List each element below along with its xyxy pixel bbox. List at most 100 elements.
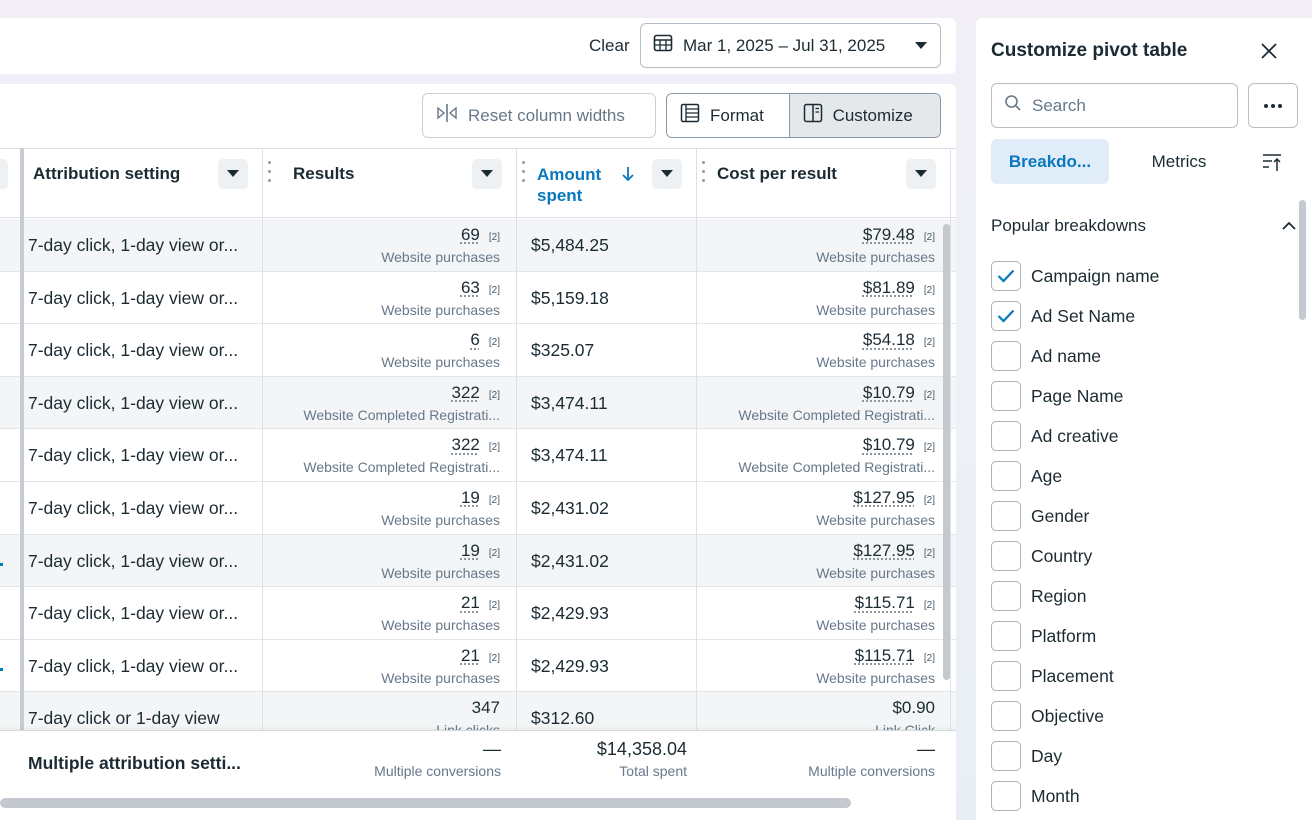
results-value[interactable]: 322 — [451, 382, 480, 402]
results-value[interactable]: 19 — [460, 487, 480, 507]
breakdown-option[interactable]: Platform — [991, 616, 1159, 656]
checkbox[interactable] — [991, 301, 1021, 331]
checkbox[interactable] — [991, 581, 1021, 611]
reset-column-widths-button[interactable]: Reset column widths — [422, 93, 656, 138]
attribution-badge[interactable]: [2] — [923, 337, 935, 349]
sort-descending-icon[interactable] — [621, 166, 635, 187]
attribution-badge[interactable]: [2] — [488, 232, 500, 243]
header-attribution-setting[interactable]: Attribution setting — [24, 149, 262, 218]
table-row[interactable]: 7-day click, 1-day view or... 21 [2] Webs… — [0, 640, 956, 693]
attribution-badge[interactable]: [2] — [923, 600, 935, 612]
tab-breakdowns[interactable]: Breakdo... — [991, 139, 1109, 184]
attribution-badge[interactable]: [2] — [923, 547, 935, 559]
cpr-value[interactable]: $0.90 — [892, 698, 935, 718]
cpr-value-wrap[interactable]: $81.89 [2] — [863, 278, 935, 298]
horizontal-scrollbar[interactable] — [0, 798, 851, 808]
table-row[interactable]: 7-day click, 1-day view or... 6 [2] Websi… — [0, 324, 956, 377]
panel-scrollbar[interactable] — [1299, 200, 1306, 320]
checkbox[interactable] — [991, 261, 1021, 291]
breakdown-option[interactable]: Placement — [991, 656, 1159, 696]
attribution-badge[interactable]: [2] — [488, 284, 500, 296]
cpr-value[interactable]: $10.79 — [862, 435, 915, 455]
attribution-badge[interactable]: [2] — [488, 547, 500, 559]
checkbox[interactable] — [991, 341, 1021, 371]
cpr-value-wrap[interactable]: $127.95 [2] — [853, 541, 935, 561]
results-value-wrap[interactable]: 63 [2] — [461, 278, 500, 298]
results-value[interactable]: 347 — [471, 698, 500, 718]
attribution-badge[interactable]: [2] — [488, 337, 500, 349]
checkbox[interactable] — [991, 661, 1021, 691]
cpr-value[interactable]: $115.71 — [854, 645, 915, 665]
results-value[interactable]: 69 — [460, 225, 480, 244]
checkbox[interactable] — [991, 741, 1021, 771]
cpr-value[interactable]: $115.71 — [854, 593, 915, 613]
checkbox[interactable] — [991, 541, 1021, 571]
attribution-badge[interactable]: [2] — [488, 442, 500, 454]
header-results[interactable]: Results — [263, 149, 516, 218]
sort-icon[interactable] — [1261, 151, 1283, 173]
table-row[interactable]: 7-day click, 1-day view or... 21 [2] Webs… — [0, 587, 956, 640]
results-column-dropdown[interactable] — [472, 159, 502, 189]
cpr-value-wrap[interactable]: $54.18 [2] — [863, 330, 935, 350]
cpr-value-wrap[interactable]: $79.48 [2] — [863, 225, 935, 245]
column-drag-handle[interactable] — [268, 161, 272, 185]
attribution-badge[interactable]: [2] — [488, 494, 500, 506]
attribution-badge[interactable]: [2] — [488, 652, 500, 664]
checkbox[interactable] — [991, 781, 1021, 811]
attribution-badge[interactable]: [2] — [923, 494, 935, 506]
attribution-badge[interactable]: [2] — [923, 652, 935, 664]
results-value-wrap[interactable]: 322 [2] — [452, 383, 501, 403]
cpr-value-wrap[interactable]: $115.71 [2] — [855, 593, 935, 613]
results-value[interactable]: 322 — [451, 435, 480, 455]
breakdown-option[interactable]: Ad name — [991, 336, 1159, 376]
attribution-badge[interactable]: [2] — [488, 600, 500, 612]
cpr-value[interactable]: $10.79 — [862, 382, 915, 402]
breakdown-option[interactable]: Day — [991, 736, 1159, 776]
results-value[interactable]: 19 — [460, 540, 480, 560]
cpr-value-wrap[interactable]: $0.90 — [892, 698, 935, 718]
column-drag-handle[interactable] — [702, 161, 706, 185]
checkbox[interactable] — [991, 461, 1021, 491]
results-value-wrap[interactable]: 19 [2] — [461, 488, 500, 508]
cpr-value-wrap[interactable]: $115.71 [2] — [855, 646, 935, 666]
attribution-column-dropdown[interactable] — [218, 159, 248, 189]
checkbox[interactable] — [991, 621, 1021, 651]
header-amount-spent[interactable]: Amount spent — [517, 149, 696, 218]
breakdown-option[interactable]: Age — [991, 456, 1159, 496]
search-input[interactable] — [1032, 95, 1222, 116]
breakdown-option[interactable]: Page Name — [991, 376, 1159, 416]
attribution-badge[interactable]: [2] — [923, 442, 935, 454]
attribution-badge[interactable]: [2] — [923, 232, 935, 243]
table-row[interactable]: 7-day click, 1-day view or... 19 [2] Webs… — [0, 534, 956, 588]
amount-column-dropdown[interactable] — [652, 159, 682, 189]
cpr-value[interactable]: $127.95 — [853, 540, 915, 560]
table-row[interactable]: 7-day click, 1-day view or... 63 [2] Webs… — [0, 272, 956, 325]
cpr-value[interactable]: $54.18 — [862, 330, 915, 350]
more-options-button[interactable] — [1248, 83, 1298, 128]
checkbox[interactable] — [991, 501, 1021, 531]
breakdown-option[interactable]: Region — [991, 576, 1159, 616]
column-drag-handle[interactable] — [522, 161, 526, 185]
cpr-value-wrap[interactable]: $10.79 [2] — [863, 435, 935, 455]
results-value-wrap[interactable]: 322 [2] — [452, 435, 501, 455]
tab-metrics[interactable]: Metrics — [1151, 151, 1207, 171]
breakdown-option[interactable]: Ad creative — [991, 416, 1159, 456]
results-value[interactable]: 6 — [470, 330, 480, 350]
results-value-wrap[interactable]: 19 [2] — [461, 541, 500, 561]
breakdown-option[interactable]: Country — [991, 536, 1159, 576]
format-button[interactable]: Format — [667, 94, 790, 137]
results-value[interactable]: 21 — [460, 593, 480, 613]
header-cost-per-result[interactable]: Cost per result — [697, 149, 950, 218]
breakdown-option[interactable]: Campaign name — [991, 256, 1159, 296]
vertical-scrollbar[interactable] — [943, 224, 950, 680]
cpr-value[interactable]: $79.48 — [862, 225, 915, 244]
results-value-wrap[interactable]: 21 [2] — [461, 646, 500, 666]
results-value-wrap[interactable]: 21 [2] — [461, 593, 500, 613]
breakdown-option[interactable]: Month — [991, 776, 1159, 816]
table-row[interactable]: 7-day click, 1-day view or... 19 [2] Webs… — [0, 482, 956, 535]
table-row[interactable]: 7-day click, 1-day view or... 322 [2] Web… — [0, 376, 956, 430]
customize-button[interactable]: Customize — [789, 94, 940, 137]
chevron-up-icon[interactable] — [1281, 218, 1299, 236]
results-value-wrap[interactable]: 69 [2] — [461, 225, 500, 245]
attribution-badge[interactable]: [2] — [923, 389, 935, 401]
